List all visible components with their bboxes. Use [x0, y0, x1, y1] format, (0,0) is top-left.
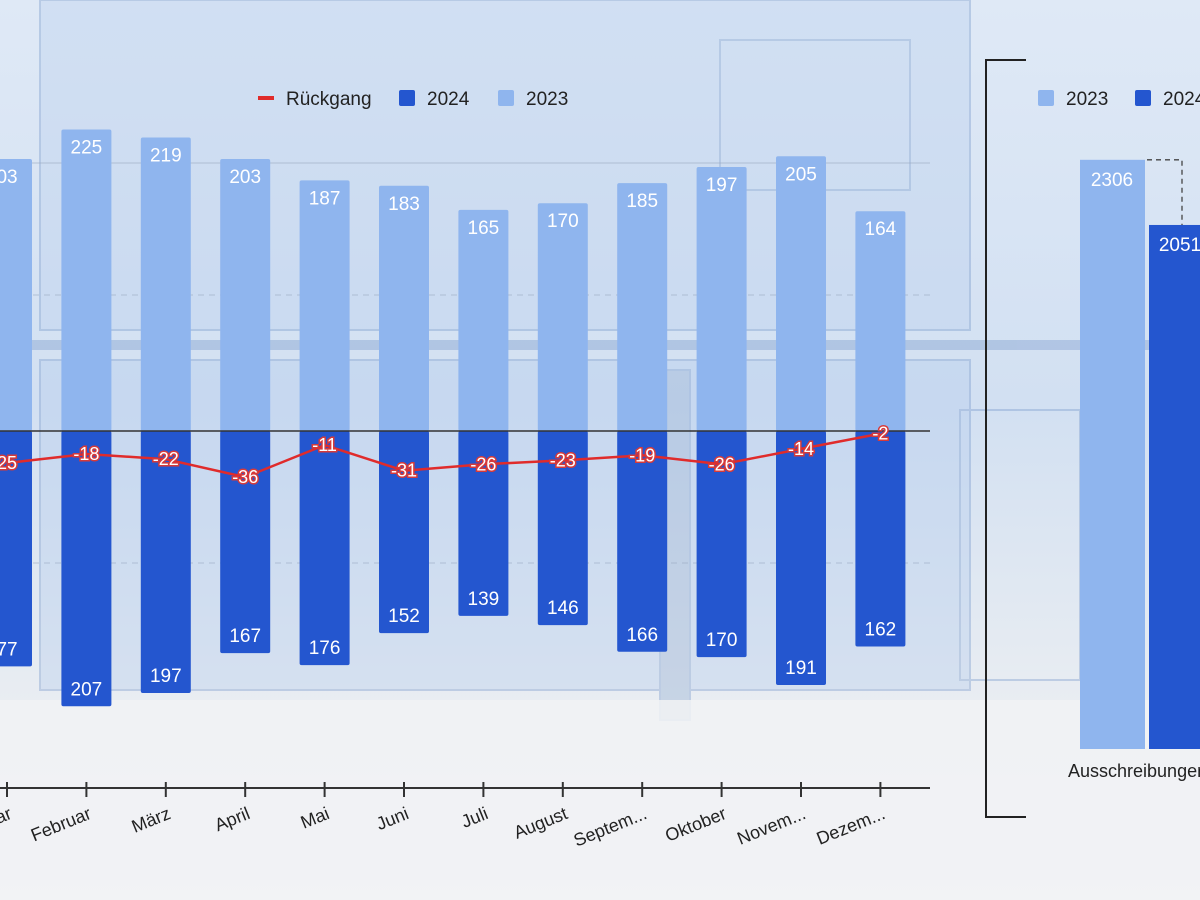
bar-label-2023: 197	[706, 175, 738, 196]
bar-2024	[0, 431, 32, 667]
bar-2024	[776, 431, 826, 686]
bar-2023	[379, 185, 429, 431]
ground	[0, 700, 1200, 900]
decline-line	[6, 432, 881, 479]
bar-2023	[220, 158, 271, 432]
bar-label-2023: 164	[865, 219, 897, 240]
bar-label-2023: 03	[0, 167, 18, 188]
bar-2024	[617, 431, 668, 652]
bar-2023	[299, 180, 350, 431]
bar-label-2023-total: 2306	[1091, 170, 1133, 191]
legend-label-2024: 2024	[427, 89, 470, 110]
bar-label-2024: 77	[0, 639, 18, 660]
bar-2023-total	[1080, 159, 1145, 749]
bar-2023	[617, 183, 668, 431]
bar-2024	[220, 431, 271, 654]
bar-label-2023: 183	[388, 194, 420, 215]
legend-label-Rückgang: Rückgang	[286, 89, 372, 110]
bar-label-2024: 139	[468, 589, 500, 610]
bar-label-2024: 162	[865, 619, 897, 640]
legend-swatch-2023	[498, 90, 514, 106]
bar-label-2024-total: 2051	[1159, 235, 1200, 256]
bar-2024	[379, 431, 429, 634]
bar-label-2024: 167	[229, 626, 261, 647]
bar-2023	[458, 209, 509, 431]
decline-label: -19	[629, 445, 655, 465]
bar-2024	[140, 431, 191, 694]
decline-label: -18	[73, 444, 99, 464]
decline-label: -31	[391, 461, 417, 481]
bar-label-2024: 191	[785, 658, 817, 679]
bar-2024	[458, 431, 509, 616]
bar-2023	[140, 137, 191, 432]
bar-2024	[855, 431, 906, 647]
decline-label: -23	[550, 450, 576, 470]
bar-2023	[0, 158, 32, 431]
bar-label-2024: 152	[388, 606, 420, 627]
decline-label: 25	[0, 453, 17, 473]
legend-swatch-annual-2023	[1038, 90, 1054, 106]
legend-label-2023: 2023	[526, 89, 568, 110]
decline-label: -26	[709, 454, 735, 474]
bar-label-2024: 170	[706, 630, 738, 651]
bar-label-2024: 197	[150, 666, 182, 687]
panel-bracket	[985, 59, 1026, 818]
bar-2023	[61, 129, 112, 431]
bar-2024-total	[1149, 224, 1200, 750]
bar-label-2023: 170	[547, 211, 579, 232]
bar-2023	[696, 167, 747, 431]
legend-swatch-2024	[399, 90, 415, 106]
bar-label-2024: 166	[626, 625, 658, 646]
decline-label: -14	[788, 439, 814, 459]
bar-2024	[299, 431, 350, 666]
bar-label-2024: 176	[309, 638, 341, 659]
bar-label-2023: 225	[71, 138, 103, 159]
bar-label-2024: 146	[547, 598, 579, 619]
bar-2024	[696, 431, 747, 658]
legend-swatch-annual-2024	[1135, 90, 1151, 106]
legend-label-annual-2023: 2023	[1066, 89, 1108, 110]
bar-label-2023: 185	[626, 191, 658, 212]
bar-label-2023: 219	[150, 146, 182, 167]
legend-swatch-decline	[258, 96, 274, 100]
decline-label: -11	[312, 435, 337, 455]
decline-label: -22	[153, 449, 179, 469]
bar-2024	[61, 431, 112, 707]
x-tick-label-annual: Ausschreibungen	[1068, 761, 1200, 781]
bar-2023	[855, 211, 906, 431]
bar-2024	[537, 431, 588, 626]
bar-label-2023: 203	[229, 167, 261, 188]
difference-connector	[1147, 159, 1183, 225]
bar-label-2023: 205	[785, 164, 817, 185]
bar-label-2023: 165	[468, 218, 500, 239]
bar-label-2024: 207	[71, 679, 103, 700]
decline-label: -2	[872, 424, 888, 444]
bar-2023	[537, 203, 588, 431]
decline-label: -36	[232, 467, 258, 487]
decline-label: -26	[470, 454, 496, 474]
legend-label-annual-2024: 2024	[1163, 89, 1200, 110]
bar-2023	[776, 156, 826, 432]
bar-label-2023: 187	[309, 188, 341, 209]
